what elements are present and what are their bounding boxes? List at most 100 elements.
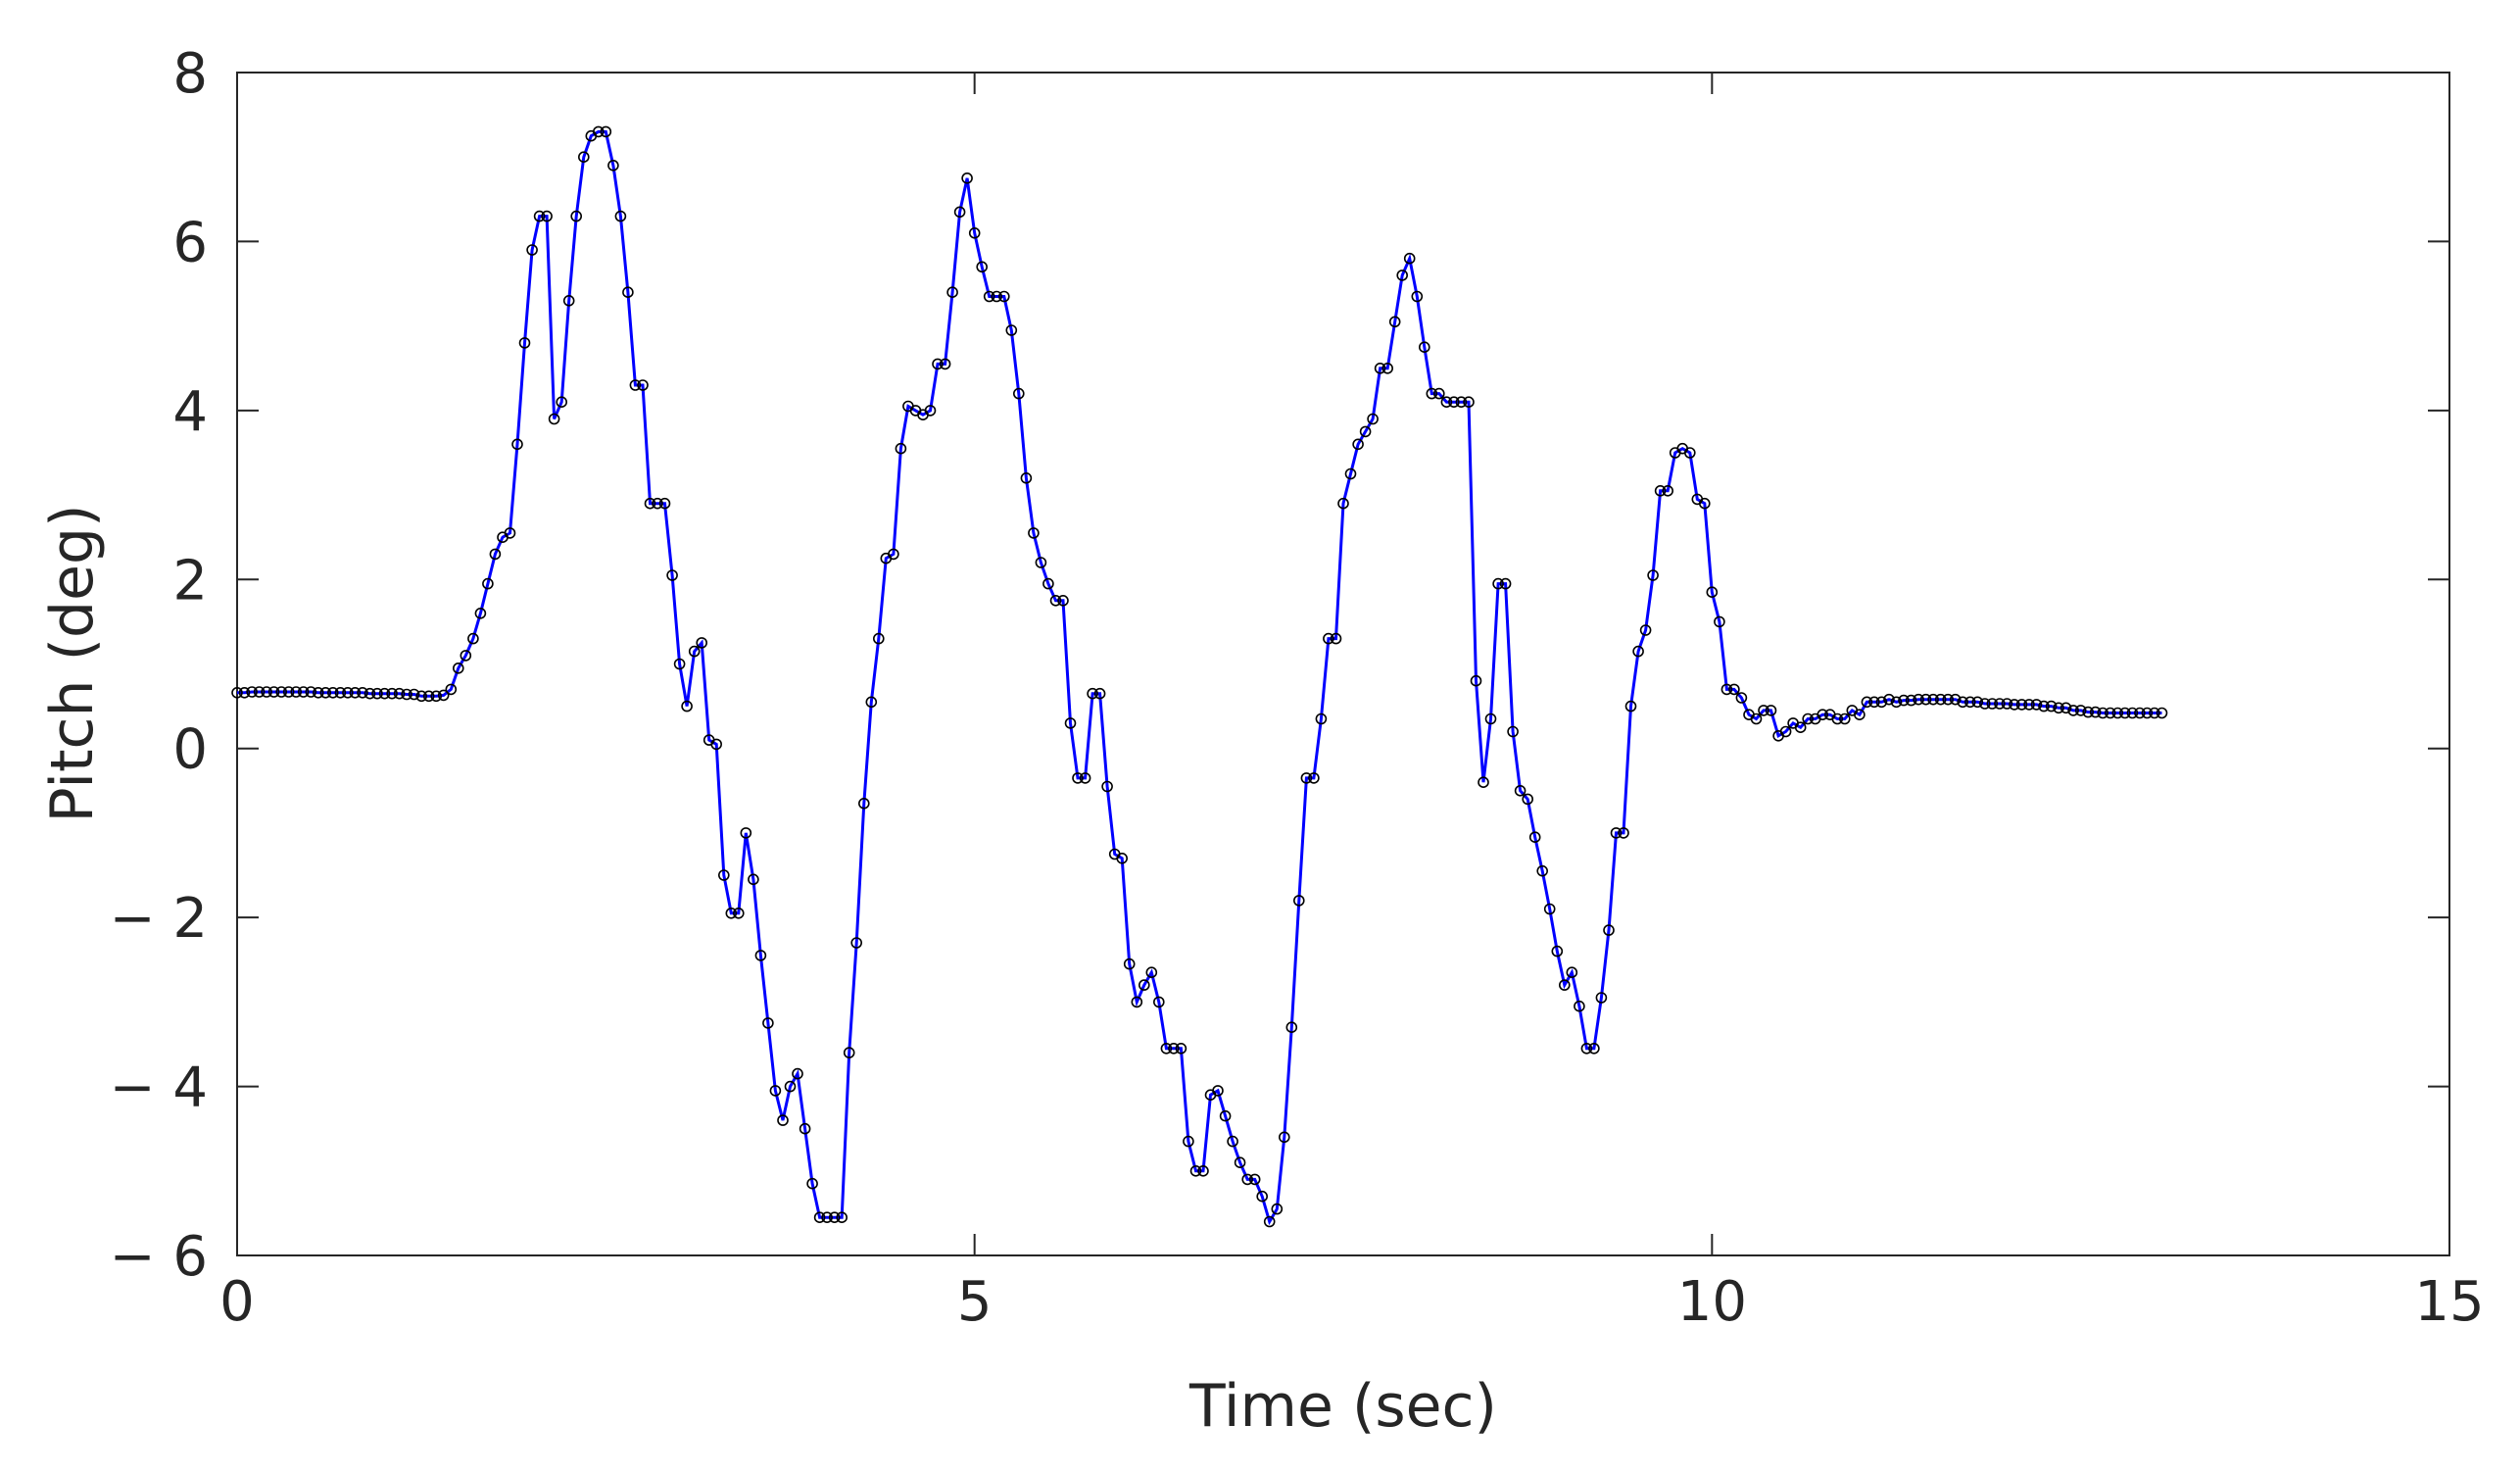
data-point bbox=[1543, 903, 1556, 915]
data-point bbox=[1337, 497, 1349, 510]
series-layer bbox=[231, 125, 2168, 1228]
data-point bbox=[1256, 1190, 1268, 1203]
data-point bbox=[1396, 270, 1408, 281]
data-point bbox=[1913, 693, 1924, 706]
data-point bbox=[799, 1122, 811, 1135]
data-point bbox=[1093, 687, 1106, 700]
data-point bbox=[813, 1211, 826, 1223]
data-point bbox=[1419, 341, 1430, 354]
y-tick-label: − 6 bbox=[110, 1225, 208, 1289]
data-point bbox=[1131, 996, 1143, 1008]
data-point bbox=[1580, 1043, 1593, 1055]
data-point bbox=[2001, 698, 2013, 710]
data-point bbox=[2030, 699, 2043, 711]
data-point bbox=[386, 687, 398, 700]
x-axis-label: Time (sec) bbox=[1188, 1372, 1497, 1441]
data-point bbox=[1035, 557, 1047, 568]
data-point bbox=[666, 569, 678, 581]
data-point bbox=[828, 1211, 841, 1223]
data-point bbox=[1802, 712, 1814, 725]
data-point bbox=[806, 1177, 818, 1190]
data-point bbox=[1013, 387, 1025, 400]
data-point bbox=[1883, 693, 1895, 706]
data-point bbox=[1359, 425, 1372, 438]
data-point bbox=[836, 1211, 848, 1223]
data-point bbox=[460, 650, 472, 662]
data-point bbox=[1647, 569, 1659, 581]
data-point bbox=[629, 379, 642, 391]
data-point bbox=[658, 497, 671, 510]
data-point bbox=[1758, 705, 1769, 716]
data-point bbox=[1145, 966, 1158, 979]
data-point bbox=[1927, 693, 1939, 706]
data-point bbox=[1241, 1173, 1253, 1186]
data-point bbox=[748, 873, 759, 886]
data-point bbox=[1079, 772, 1091, 784]
data-point bbox=[2074, 705, 2087, 716]
data-point bbox=[2126, 707, 2139, 719]
data-point bbox=[489, 548, 502, 561]
data-point bbox=[2119, 707, 2131, 719]
data-point bbox=[740, 827, 752, 839]
data-point bbox=[482, 577, 494, 590]
data-point bbox=[1049, 594, 1062, 607]
data-point bbox=[644, 497, 656, 510]
data-point bbox=[1484, 712, 1497, 725]
data-point bbox=[357, 686, 368, 699]
data-point bbox=[1603, 924, 1615, 936]
data-point bbox=[1979, 698, 1991, 710]
y-axis-ticks: − 6 − 4 − 2 0 2 4 6 8 bbox=[110, 42, 2449, 1289]
data-point bbox=[437, 689, 450, 702]
data-point bbox=[452, 662, 464, 674]
data-point bbox=[1861, 696, 1873, 709]
data-point bbox=[312, 686, 324, 699]
data-point bbox=[1831, 712, 1844, 725]
data-point bbox=[1234, 1156, 1246, 1168]
data-point bbox=[1293, 895, 1305, 907]
data-point bbox=[1699, 497, 1711, 510]
data-point bbox=[1639, 624, 1652, 636]
data-point bbox=[1536, 864, 1548, 877]
data-point bbox=[1116, 852, 1128, 864]
data-point bbox=[1139, 979, 1150, 991]
data-point bbox=[1492, 577, 1504, 590]
data-point bbox=[2105, 707, 2116, 719]
data-point bbox=[305, 686, 317, 698]
x-tick-label: 15 bbox=[2414, 1270, 2484, 1334]
data-point bbox=[1588, 1043, 1600, 1055]
data-point bbox=[1197, 1165, 1209, 1177]
data-point bbox=[1344, 467, 1357, 480]
data-point bbox=[533, 210, 546, 222]
data-point bbox=[422, 690, 435, 703]
data-point bbox=[622, 286, 634, 299]
data-point bbox=[1470, 674, 1482, 687]
data-point bbox=[282, 686, 295, 698]
data-point bbox=[342, 686, 354, 699]
data-point bbox=[1971, 696, 1984, 709]
data-point bbox=[401, 688, 412, 701]
data-point bbox=[526, 244, 538, 256]
data-point bbox=[2009, 699, 2020, 711]
data-point bbox=[932, 358, 944, 370]
data-point bbox=[261, 686, 272, 698]
data-point bbox=[1426, 387, 1438, 400]
data-point bbox=[297, 686, 310, 698]
data-point bbox=[895, 442, 907, 455]
y-tick-label: − 2 bbox=[110, 887, 208, 951]
data-point bbox=[1949, 693, 1962, 706]
data-point bbox=[1440, 396, 1453, 409]
data-point bbox=[2134, 707, 2146, 719]
data-point bbox=[1219, 1109, 1232, 1122]
data-point bbox=[1706, 586, 1719, 599]
data-point bbox=[1507, 725, 1519, 738]
data-point bbox=[762, 1017, 774, 1029]
data-point bbox=[688, 645, 701, 658]
data-point bbox=[754, 950, 767, 961]
data-point bbox=[1964, 696, 1976, 709]
data-point bbox=[710, 738, 723, 751]
data-point bbox=[267, 686, 280, 698]
data-point bbox=[1898, 694, 1910, 707]
data-point bbox=[371, 687, 383, 700]
data-point bbox=[231, 686, 243, 699]
